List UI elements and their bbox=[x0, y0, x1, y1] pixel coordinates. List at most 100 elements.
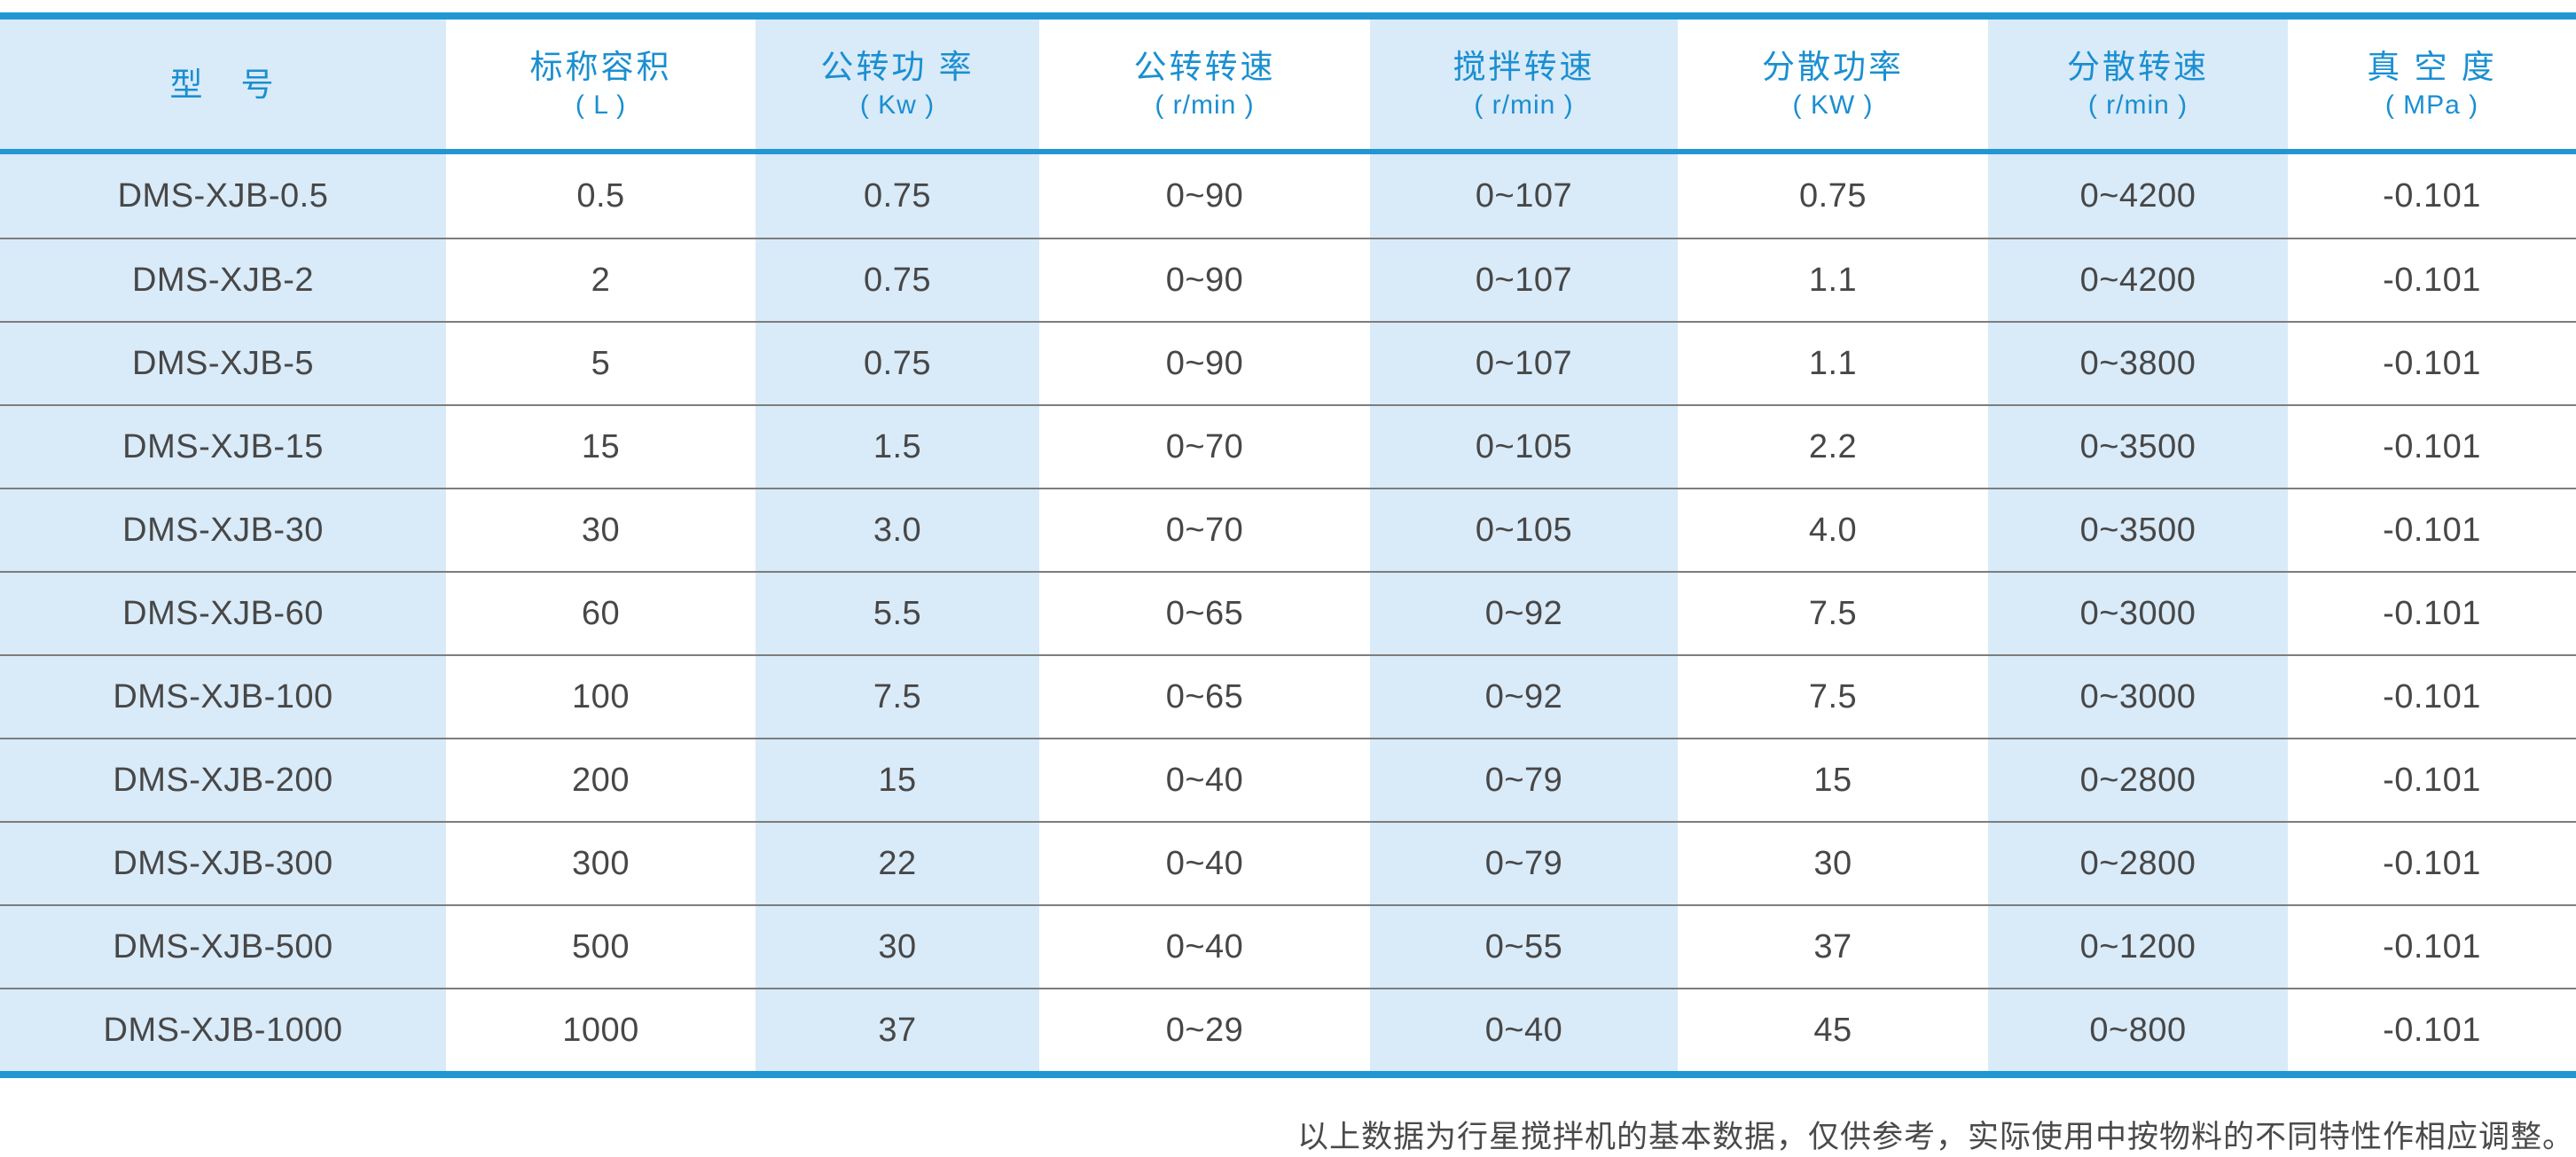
value-cell-dispersing-power: 1.1 bbox=[1808, 261, 1858, 299]
value-cell-revolution-speed: 0~65 bbox=[1165, 677, 1244, 715]
footer-note-text: 以上数据为行星搅拌机的基本数据，仅供参考，实际使用中按物料的不同特性作相应调整。 bbox=[1296, 1120, 2574, 1155]
value-cell-vacuum: -0.101 bbox=[2383, 927, 2481, 965]
header-cell-capacity: 标称容积 ( L ) bbox=[446, 20, 756, 149]
value-cell-revolution-power: 7.5 bbox=[756, 656, 1039, 738]
model-cell: DMS-XJB-100 bbox=[0, 656, 446, 738]
value-cell-stirring-speed: 0~55 bbox=[1370, 906, 1678, 988]
table-row: DMS-XJB-2 2 0.75 0~90 0~107 1.1 0~4200 -0.101 bbox=[0, 238, 2576, 321]
value-cell-revolution-speed: 0~40 bbox=[1165, 927, 1244, 965]
value-cell-capacity: 200 bbox=[572, 761, 630, 799]
table-row: DMS-XJB-0.5 0.5 0.75 0~90 0~107 0.75 0~4200 -0.… bbox=[0, 154, 2576, 238]
header-title-capacity: 标称容积 bbox=[529, 48, 672, 85]
value-cell-revolution-power: 37 bbox=[756, 989, 1039, 1071]
value-cell-revolution-power: 0.75 bbox=[756, 154, 1039, 238]
table-row: DMS-XJB-500 500 30 0~40 0~55 37 0~1200 -0.101 bbox=[0, 904, 2576, 988]
value-cell-dispersing-speed: 0~3500 bbox=[1988, 489, 2288, 571]
header-cell-revolution-speed: 公转转速 ( r/min ) bbox=[1039, 20, 1370, 149]
value-cell-stirring-speed: 0~92 bbox=[1370, 573, 1678, 654]
header-title-revolution-speed: 公转转速 bbox=[1133, 48, 1276, 85]
value-cell-dispersing-power: 30 bbox=[1813, 844, 1852, 882]
model-cell: DMS-XJB-300 bbox=[0, 823, 446, 904]
value-cell-vacuum: -0.101 bbox=[2383, 594, 2481, 632]
value-cell-stirring-speed: 0~40 bbox=[1370, 989, 1678, 1071]
header-cell-stirring-speed: 搅拌转速 ( r/min ) bbox=[1370, 20, 1678, 149]
header-title-model: 型 号 bbox=[169, 66, 277, 103]
value-cell-vacuum: -0.101 bbox=[2383, 176, 2481, 215]
model-cell: DMS-XJB-0.5 bbox=[0, 154, 446, 238]
value-cell-vacuum: -0.101 bbox=[2383, 427, 2481, 465]
header-unit-vacuum: ( MPa ) bbox=[2384, 90, 2479, 120]
value-cell-dispersing-power: 0.75 bbox=[1799, 176, 1867, 215]
value-cell-dispersing-speed: 0~3000 bbox=[1988, 573, 2288, 654]
value-cell-revolution-power: 1.5 bbox=[756, 406, 1039, 488]
value-cell-revolution-power: 0.75 bbox=[756, 239, 1039, 321]
table-row: DMS-XJB-100 100 7.5 0~65 0~92 7.5 0~3000 -0.101 bbox=[0, 654, 2576, 738]
value-cell-revolution-speed: 0~40 bbox=[1165, 844, 1244, 882]
value-cell-capacity: 100 bbox=[572, 677, 630, 715]
table-row: DMS-XJB-300 300 22 0~40 0~79 30 0~2800 -0.101 bbox=[0, 821, 2576, 904]
value-cell-dispersing-power: 1.1 bbox=[1808, 344, 1858, 382]
value-cell-revolution-power: 5.5 bbox=[756, 573, 1039, 654]
model-cell: DMS-XJB-30 bbox=[0, 489, 446, 571]
header-title-dispersing-speed: 分散转速 bbox=[2067, 48, 2209, 85]
value-cell-stirring-speed: 0~105 bbox=[1370, 406, 1678, 488]
header-unit-revolution-speed: ( r/min ) bbox=[1155, 90, 1255, 120]
value-cell-dispersing-power: 15 bbox=[1813, 761, 1852, 799]
value-cell-dispersing-speed: 0~3500 bbox=[1988, 406, 2288, 488]
value-cell-revolution-power: 15 bbox=[756, 739, 1039, 821]
value-cell-capacity: 5 bbox=[591, 344, 611, 382]
value-cell-dispersing-power: 4.0 bbox=[1808, 511, 1858, 549]
value-cell-dispersing-power: 2.2 bbox=[1808, 427, 1858, 465]
footer-note: 以上数据为行星搅拌机的基本数据，仅供参考，实际使用中按物料的不同特性作相应调整。 bbox=[0, 1078, 2576, 1157]
table-row: DMS-XJB-1000 1000 37 0~29 0~40 45 0~800 -0.101 bbox=[0, 988, 2576, 1071]
value-cell-vacuum: -0.101 bbox=[2383, 344, 2481, 382]
header-title-vacuum: 真 空 度 bbox=[2367, 48, 2497, 85]
model-cell: DMS-XJB-60 bbox=[0, 573, 446, 654]
header-title-stirring-speed: 搅拌转速 bbox=[1452, 48, 1595, 85]
value-cell-revolution-speed: 0~29 bbox=[1165, 1011, 1244, 1049]
value-cell-capacity: 500 bbox=[572, 927, 630, 965]
value-cell-capacity: 0.5 bbox=[576, 176, 625, 215]
value-cell-stirring-speed: 0~92 bbox=[1370, 656, 1678, 738]
value-cell-stirring-speed: 0~107 bbox=[1370, 323, 1678, 404]
value-cell-capacity: 15 bbox=[581, 427, 621, 465]
value-cell-revolution-power: 22 bbox=[756, 823, 1039, 904]
table-header-row: 型 号标称容积( L ) 公转功 率( Kw ) 公转转速( r/min ) 搅拌转速… bbox=[0, 20, 2576, 154]
header-unit-stirring-speed: ( r/min ) bbox=[1474, 90, 1574, 120]
table-row: DMS-XJB-30 30 3.0 0~70 0~105 4.0 0~3500 -0.101 bbox=[0, 488, 2576, 571]
value-cell-revolution-speed: 0~70 bbox=[1165, 427, 1244, 465]
value-cell-revolution-power: 30 bbox=[756, 906, 1039, 988]
value-cell-dispersing-power: 37 bbox=[1813, 927, 1852, 965]
value-cell-dispersing-speed: 0~4200 bbox=[1988, 154, 2288, 238]
header-title-revolution-power: 公转功 率 bbox=[820, 48, 975, 85]
value-cell-vacuum: -0.101 bbox=[2383, 1011, 2481, 1049]
value-cell-revolution-speed: 0~40 bbox=[1165, 761, 1244, 799]
header-cell-model: 型 号 bbox=[0, 20, 446, 149]
value-cell-revolution-power: 3.0 bbox=[756, 489, 1039, 571]
header-unit-capacity: ( L ) bbox=[575, 90, 627, 120]
table-body: DMS-XJB-0.5 0.5 0.75 0~90 0~107 0.75 0~4200 -0.… bbox=[0, 154, 2576, 1071]
value-cell-dispersing-power: 7.5 bbox=[1808, 677, 1858, 715]
value-cell-dispersing-speed: 0~2800 bbox=[1988, 739, 2288, 821]
model-cell: DMS-XJB-200 bbox=[0, 739, 446, 821]
header-cell-dispersing-speed: 分散转速 ( r/min ) bbox=[1988, 20, 2288, 149]
model-cell: DMS-XJB-1000 bbox=[0, 989, 446, 1071]
value-cell-revolution-speed: 0~90 bbox=[1165, 344, 1244, 382]
value-cell-vacuum: -0.101 bbox=[2383, 261, 2481, 299]
value-cell-capacity: 60 bbox=[581, 594, 621, 632]
value-cell-stirring-speed: 0~79 bbox=[1370, 823, 1678, 904]
value-cell-dispersing-speed: 0~800 bbox=[1988, 989, 2288, 1071]
value-cell-dispersing-power: 45 bbox=[1813, 1011, 1852, 1049]
value-cell-vacuum: -0.101 bbox=[2383, 761, 2481, 799]
model-cell: DMS-XJB-500 bbox=[0, 906, 446, 988]
value-cell-revolution-power: 0.75 bbox=[756, 323, 1039, 404]
value-cell-stirring-speed: 0~79 bbox=[1370, 739, 1678, 821]
value-cell-capacity: 300 bbox=[572, 844, 630, 882]
value-cell-dispersing-speed: 0~3000 bbox=[1988, 656, 2288, 738]
value-cell-revolution-speed: 0~90 bbox=[1165, 176, 1244, 215]
header-cell-dispersing-power: 分散功率 ( KW ) bbox=[1678, 20, 1988, 149]
header-unit-dispersing-power: ( KW ) bbox=[1792, 90, 1874, 120]
value-cell-dispersing-speed: 0~3800 bbox=[1988, 323, 2288, 404]
value-cell-capacity: 2 bbox=[591, 261, 611, 299]
value-cell-revolution-speed: 0~65 bbox=[1165, 594, 1244, 632]
